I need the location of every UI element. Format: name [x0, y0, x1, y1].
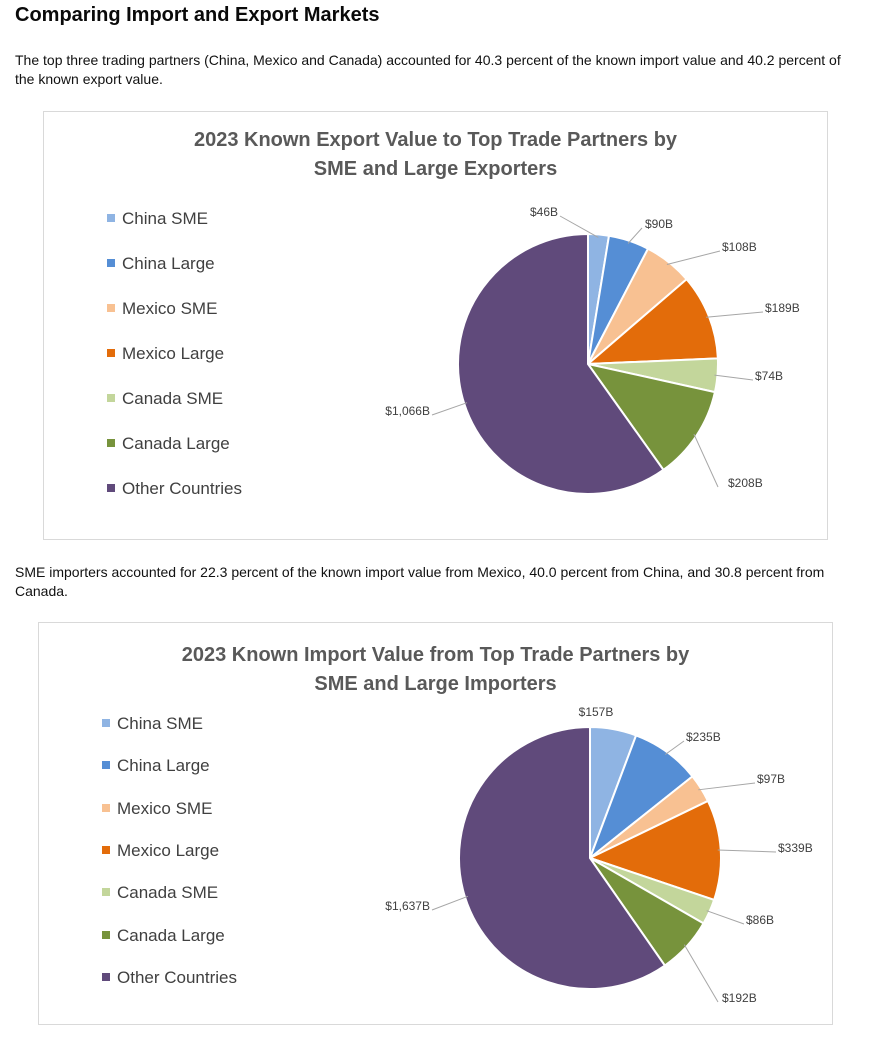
legend-label: Other Countries: [122, 479, 242, 498]
leader-line: [559, 215, 599, 238]
pie-slice-canada-large: [585, 362, 717, 472]
legend-label: Mexico Large: [117, 841, 220, 860]
legend-label: Canada SME: [122, 389, 224, 408]
legend-label: Mexico SME: [117, 799, 213, 818]
legend-swatch: [102, 931, 110, 939]
legend-item-mexico-large: Mexico Large: [102, 841, 219, 861]
legend-item-china-sme: China SME: [107, 209, 208, 229]
legend-item-china-large: China Large: [107, 254, 215, 274]
chart-title: 2023 Known Export Value to Top Trade Par…: [44, 126, 827, 184]
legend-label: Canada Large: [117, 926, 225, 945]
legend-item-mexico-sme: Mexico SME: [102, 799, 212, 819]
legend-swatch: [107, 259, 115, 267]
legend-label: China SME: [122, 209, 208, 228]
leader-line: [431, 895, 469, 911]
pie-plot-area: $46B $90B $108B $189B $74B $208B $1,066B: [385, 205, 800, 495]
legend-swatch: [107, 214, 115, 222]
leader-line: [627, 227, 643, 244]
legend-swatch: [102, 846, 110, 854]
page-heading: Comparing Import and Export Markets: [15, 4, 380, 26]
legend-swatch: [107, 394, 115, 402]
sme-paragraph: SME importers accounted for 22.3 percent…: [15, 564, 825, 599]
chart-title-line-1: 2023 Known Import Value from Top Trade P…: [181, 644, 690, 666]
legend-item-other-countries: Other Countries: [102, 968, 237, 988]
export-pie-chart: 2023 Known Export Value to Top Trade Par…: [43, 111, 828, 540]
data-label-mexico-large: $339B: [778, 841, 813, 855]
pie-plot-area: $157B $235B $97B $339B $86B $192B $1,637B: [385, 705, 813, 1005]
legend-item-mexico-large: Mexico Large: [107, 344, 224, 364]
legend-label: Canada Large: [122, 434, 230, 453]
legend-label: China Large: [117, 756, 210, 775]
chart-title-line-1: 2023 Known Export Value to Top Trade Par…: [193, 129, 678, 151]
data-label-canada-sme: $86B: [746, 913, 774, 927]
data-label-canada-large: $208B: [728, 476, 763, 490]
legend-label: China Large: [122, 254, 215, 273]
leader-line: [693, 433, 719, 488]
legend-swatch: [102, 973, 110, 981]
legend-swatch: [107, 484, 115, 492]
legend-swatch: [107, 349, 115, 357]
leader-line: [698, 782, 756, 791]
intro-paragraph: The top three trading partners (China, M…: [15, 52, 841, 87]
data-label-mexico-sme: $97B: [757, 772, 785, 786]
data-label-china-large: $235B: [686, 730, 721, 744]
legend-item-canada-large: Canada Large: [102, 926, 225, 946]
legend-label: Other Countries: [117, 968, 237, 987]
data-label-canada-sme: $74B: [755, 369, 783, 383]
chart-title: 2023 Known Import Value from Top Trade P…: [39, 641, 832, 699]
leader-line: [706, 910, 745, 925]
leader-line: [683, 944, 719, 1003]
data-label-china-large: $90B: [645, 217, 673, 231]
leader-line: [714, 374, 754, 381]
legend-item-canada-sme: Canada SME: [107, 389, 223, 409]
data-label-other-countries: $1,637B: [385, 899, 430, 913]
legend-swatch: [102, 761, 110, 769]
legend-label: China SME: [117, 714, 203, 733]
pie-slice-mexico-large: [585, 277, 719, 366]
data-label-china-sme: $46B: [530, 205, 558, 219]
leader-line: [431, 402, 468, 416]
data-label-canada-large: $192B: [722, 991, 757, 1005]
legend-item-mexico-sme: Mexico SME: [107, 299, 217, 319]
legend-item-china-large: China Large: [102, 756, 210, 776]
legend-swatch: [107, 304, 115, 312]
legend-swatch: [102, 888, 110, 896]
legend-label: Mexico SME: [122, 299, 218, 318]
data-label-other-countries: $1,066B: [385, 404, 430, 418]
legend-item-canada-large: Canada Large: [107, 434, 230, 454]
leader-line: [666, 250, 721, 265]
leader-line: [706, 311, 764, 318]
legend-label: Mexico Large: [122, 344, 225, 363]
import-pie-chart: 2023 Known Import Value from Top Trade P…: [38, 622, 833, 1025]
data-label-china-sme: $157B: [579, 705, 614, 719]
legend-item-china-sme: China SME: [102, 714, 203, 734]
data-label-mexico-sme: $108B: [722, 240, 757, 254]
data-label-mexico-large: $189B: [765, 301, 800, 315]
legend-swatch: [102, 719, 110, 727]
legend-swatch: [107, 439, 115, 447]
chart-title-line-2: SME and Large Importers: [314, 673, 557, 695]
leader-line: [717, 849, 777, 853]
legend-item-canada-sme: Canada SME: [102, 883, 218, 903]
legend-label: Canada SME: [117, 883, 219, 902]
legend-swatch: [102, 804, 110, 812]
chart-title-line-2: SME and Large Exporters: [313, 158, 558, 180]
leader-line: [664, 740, 685, 755]
legend-item-other-countries: Other Countries: [107, 479, 242, 499]
